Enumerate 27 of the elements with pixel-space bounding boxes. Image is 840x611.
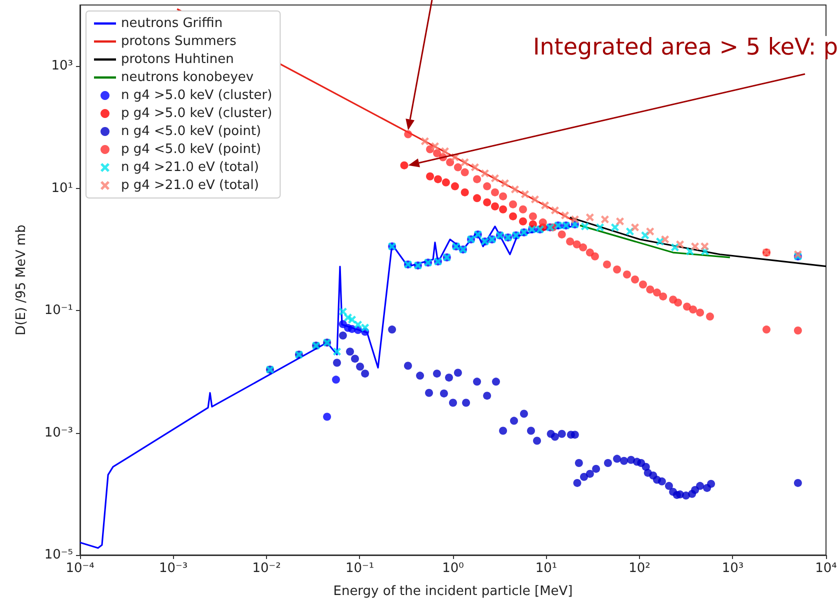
y-tick-label: 10³ [51,58,73,74]
legend-label: neutrons Griffin [121,16,223,31]
x-tick-label: 10³ [722,561,744,576]
legend-label: n g4 <5.0 keV (point) [121,124,262,139]
y-tick-label: 10⁻¹ [44,303,73,318]
y-tick-label: 10⁻³ [44,425,73,440]
x-tick-label: 10⁻³ [158,561,188,576]
x-tick-label: 10⁻¹ [345,561,374,576]
legend-label: n g4 >5.0 keV (cluster) [121,88,272,103]
x-tick-label: 10⁻² [252,561,281,576]
legend-label: neutrons konobeyev [121,70,254,85]
x-tick-label: 10⁻⁴ [66,561,94,576]
x-tick-label: 10¹ [535,561,558,576]
legend-label: p g4 <5.0 keV (point) [121,142,262,157]
legend-label: protons Summers [121,34,237,49]
x-axis-title: Energy of the incident particle [MeV] [333,584,573,599]
y-tick-label: 10¹ [51,180,73,196]
x-tick-label: 10⁰ [442,561,464,576]
y-axis-title: D(E) /95 MeV mb [14,224,29,336]
legend-label: protons Huhtinen [121,52,234,67]
x-tick-label: 10² [628,561,650,576]
x-tick-label: 10⁴ [815,561,837,576]
annotation: Integrated area > 5 keV: p [532,34,838,60]
legend-label: p g4 >21.0 eV (total) [121,178,259,193]
legend-label: p g4 >5.0 keV (cluster) [121,106,272,121]
y-tick-label: 10⁻⁵ [44,548,73,562]
legend-label: n g4 >21.0 eV (total) [121,160,259,175]
